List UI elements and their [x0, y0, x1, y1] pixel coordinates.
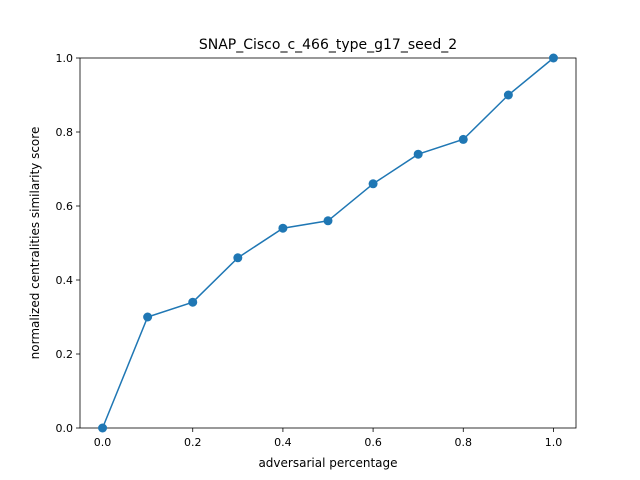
y-axis: 0.0 0.2 0.4 0.6 0.8 1.0 [56, 52, 80, 435]
x-tick-label: 0.6 [364, 436, 382, 449]
y-tick-label: 0.0 [56, 422, 74, 435]
chart-title: SNAP_Cisco_c_466_type_g17_seed_2 [199, 37, 457, 53]
x-tick-label: 0.4 [274, 436, 292, 449]
axes-frame [79, 57, 577, 429]
data-point [233, 253, 243, 263]
data-point [143, 312, 153, 322]
data-point [323, 216, 333, 226]
data-point [98, 423, 108, 433]
y-tick-label: 1.0 [56, 52, 74, 65]
data-point [368, 179, 378, 189]
x-axis: 0.0 0.2 0.4 0.6 0.8 1.0 [94, 428, 562, 449]
data-point [278, 223, 288, 233]
y-tick-label: 0.8 [56, 126, 74, 139]
y-axis-label: normalized centralities similarity score [28, 127, 42, 360]
data-point [548, 53, 558, 63]
data-point [458, 134, 468, 144]
y-tick-label: 0.2 [56, 348, 74, 361]
series-line [101, 57, 554, 429]
data-point [413, 149, 423, 159]
plot-area: 0.0 0.2 0.4 0.6 0.8 1.0 0.0 0.2 0.4 0.6 0.8 1.0 [56, 52, 577, 449]
x-tick-label: 0.0 [94, 436, 112, 449]
x-tick-label: 1.0 [545, 436, 563, 449]
series-group [98, 53, 558, 433]
data-point [188, 297, 198, 307]
x-tick-label: 0.8 [455, 436, 473, 449]
data-point [503, 90, 513, 100]
y-tick-label: 0.6 [56, 200, 74, 213]
y-tick-label: 0.4 [56, 274, 74, 287]
x-tick-label: 0.2 [184, 436, 202, 449]
x-axis-label: adversarial percentage [258, 456, 397, 470]
